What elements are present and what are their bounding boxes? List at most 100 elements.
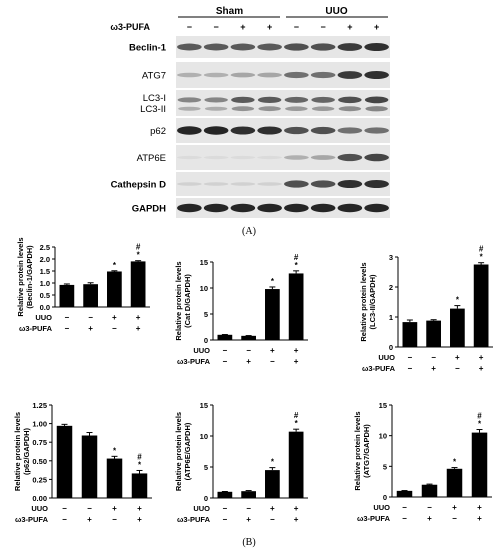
y-tick-label: 2.5 xyxy=(40,243,50,252)
y-axis-label: Relative protein levels xyxy=(353,411,362,490)
uuo-sign: − xyxy=(223,504,228,513)
pufa-sign: + xyxy=(427,514,432,523)
uuo-sign: − xyxy=(246,346,251,355)
pufa-sign: + xyxy=(137,515,142,524)
blot-band xyxy=(258,106,281,112)
uuo-sign: + xyxy=(270,346,275,355)
uuo-sign: + xyxy=(452,503,457,512)
y-tick-label: 15 xyxy=(379,401,387,410)
blot-strip xyxy=(176,36,390,58)
blot-band xyxy=(230,72,256,78)
blot-band xyxy=(177,72,202,78)
blot-band xyxy=(285,106,308,112)
uuo-sign: + xyxy=(112,313,117,322)
blot-band xyxy=(310,126,336,135)
y-tick-label: 0 xyxy=(383,493,387,502)
western-blot-panel: Sham UUO ω3-PUFA − − + + − − + + Beclin-1 ATG7 LC3-IL… xyxy=(110,6,390,218)
uuo-sign: − xyxy=(223,346,228,355)
uuo-sign: − xyxy=(88,313,93,322)
uuo-sign: − xyxy=(62,504,67,513)
uuo-label: UUO xyxy=(31,504,48,513)
y-tick-label: 10 xyxy=(379,432,387,441)
uuo-label: UUO xyxy=(35,313,52,322)
pufa-sign: − xyxy=(402,514,407,523)
blot-band xyxy=(204,106,228,111)
pufa-sign: + xyxy=(477,514,482,523)
y-tick-label: 10 xyxy=(200,432,208,441)
y-axis-label: (Beclin-1/GAPDH) xyxy=(25,245,34,309)
bar-chart-5: 0 5 10 15 Relative protein levels (ATP6E/GAPD… xyxy=(174,401,308,524)
y-axis-label: (p62/GAPDH) xyxy=(22,427,31,475)
bar xyxy=(396,490,413,497)
pufa-sign: + xyxy=(87,515,92,524)
bar-chart-2: 0 5 10 15 Relative protein levels (Cat D/GAPD… xyxy=(174,253,308,366)
bar xyxy=(107,271,122,307)
star-annotation: * xyxy=(456,296,460,305)
y-axis-label: (Cat D/GAPDH) xyxy=(183,274,192,328)
blot-band xyxy=(284,43,309,51)
bar xyxy=(131,473,148,498)
y-tick-label: 15 xyxy=(200,258,208,267)
uuo-sign: + xyxy=(479,353,484,362)
uuo-sign: + xyxy=(294,346,299,355)
hash-annotation: # xyxy=(477,412,482,421)
blot-strip xyxy=(176,198,390,218)
blot-band xyxy=(230,126,256,135)
y-tick-label: 1.25 xyxy=(32,401,47,410)
uuo-sign: + xyxy=(270,504,275,513)
blot-band xyxy=(257,96,282,103)
hash-annotation: # xyxy=(294,253,299,262)
bar xyxy=(241,335,256,340)
bar xyxy=(473,264,489,347)
blot-band xyxy=(203,72,229,78)
blot-band xyxy=(230,43,256,51)
y-axis-label: Relative protein levels xyxy=(359,262,368,341)
y-tick-label: 0 xyxy=(204,336,208,345)
star-annotation: * xyxy=(295,419,299,428)
y-tick-label: 15 xyxy=(200,401,208,410)
star-annotation: * xyxy=(295,261,299,270)
group-header-sham: Sham xyxy=(216,6,243,17)
uuo-sign: + xyxy=(136,313,141,322)
blot-band xyxy=(231,106,255,112)
bar xyxy=(56,425,73,498)
pufa-sign: + xyxy=(136,324,141,333)
bar-chart-6: 0 5 10 15 Relative protein levels (ATG7/GAPDH… xyxy=(353,401,492,523)
y-tick-label: 1.5 xyxy=(40,267,50,276)
blot-label: Cathepsin D xyxy=(111,180,167,191)
blot-band xyxy=(364,42,389,52)
treatment-sign: + xyxy=(374,22,379,32)
uuo-label: UUO xyxy=(193,504,210,513)
pufa-sign: − xyxy=(270,357,275,366)
pufa-sign: + xyxy=(246,515,251,524)
pufa-sign: − xyxy=(62,515,67,524)
blot-band xyxy=(257,126,282,135)
blot-band xyxy=(310,203,336,213)
blot-band xyxy=(177,126,202,135)
uuo-sign: − xyxy=(427,503,432,512)
blot-band xyxy=(338,106,362,112)
blot-band xyxy=(337,203,363,213)
y-tick-label: 0.50 xyxy=(32,457,47,466)
blot-band xyxy=(310,43,336,51)
blot-label: LC3-I xyxy=(143,93,166,104)
blot-label: GAPDH xyxy=(132,204,166,215)
blot-band xyxy=(364,203,389,213)
pufa-sign: + xyxy=(88,324,93,333)
y-tick-label: 0 xyxy=(204,494,208,503)
uuo-sign: + xyxy=(294,504,299,513)
blot-band xyxy=(337,71,363,79)
blot-band xyxy=(364,96,389,104)
blot-band xyxy=(364,70,389,80)
pufa-sign: − xyxy=(270,515,275,524)
star-annotation: * xyxy=(478,420,482,429)
hash-annotation: # xyxy=(136,243,141,252)
y-tick-label: 0.75 xyxy=(32,438,47,447)
pufa-sign: − xyxy=(112,515,117,524)
uuo-label: UUO xyxy=(378,353,395,362)
pufa-label: ω3-PUFA xyxy=(19,324,53,333)
blot-band xyxy=(284,203,309,213)
blot-band xyxy=(257,182,282,186)
y-tick-label: 5 xyxy=(383,462,387,471)
